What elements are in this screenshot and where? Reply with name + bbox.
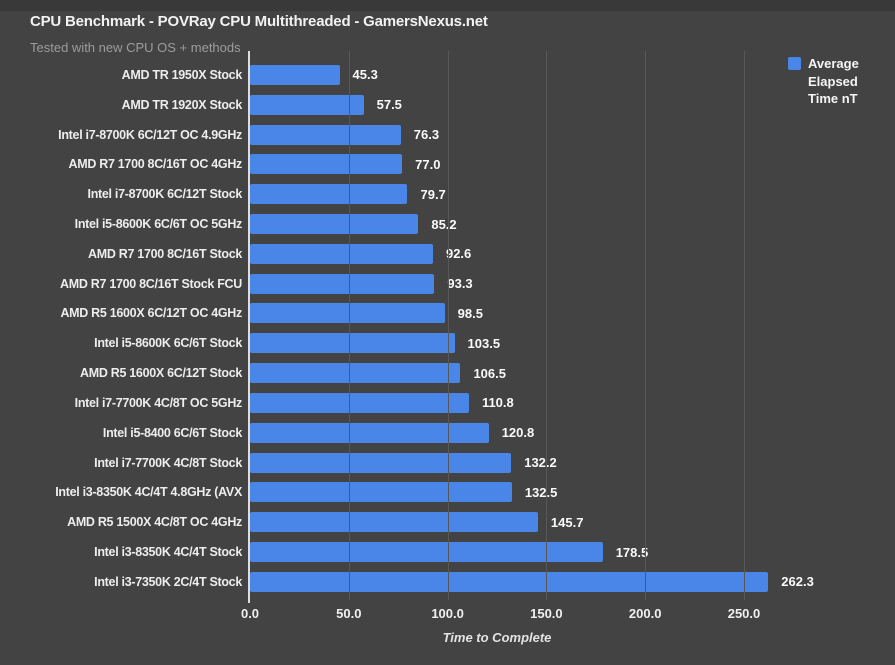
legend-swatch (788, 57, 801, 70)
category-label: Intel i3-8350K 4C/4T Stock (94, 545, 242, 560)
value-label: 132.2 (524, 455, 557, 471)
gridline (744, 51, 745, 600)
value-label: 178.5 (615, 544, 649, 560)
value-label: 92.6 (445, 246, 472, 262)
x-tick-label: 250.0 (727, 606, 761, 621)
bar-row: Intel i5-8600K 6C/6T Stock 103.5 (0, 328, 895, 358)
bar-row: Intel i3-8350K 4C/4T Stock 178.5 (0, 537, 895, 567)
bar-row: AMD R7 1700 8C/16T Stock 92.6 (0, 239, 895, 269)
category-label: AMD R7 1700 8C/16T Stock FCU (60, 276, 242, 291)
category-label: Intel i7-8700K 6C/12T Stock (87, 187, 243, 202)
category-label: AMD R7 1700 8C/16T OC 4GHz (68, 157, 242, 172)
bar (250, 94, 364, 115)
bar-row: Intel i5-8600K 6C/6T OC 5GHz 85.2 (0, 209, 895, 239)
bar (250, 392, 469, 413)
bar (250, 214, 419, 234)
x-tick-label: 150.0 (530, 606, 563, 621)
bar-row: Intel i3-7350K 2C/4T Stock 262.3 (0, 567, 895, 597)
chart-subtitle: Tested with new CPU OS + methods (30, 40, 241, 55)
value-label: 85.2 (431, 216, 457, 232)
bar (250, 542, 603, 563)
value-label: 76.3 (413, 127, 440, 143)
value-label: 77.0 (415, 156, 441, 172)
gridline (348, 51, 350, 600)
value-label: 57.5 (376, 97, 402, 113)
category-label: Intel i5-8400 6C/6T Stock (102, 425, 242, 440)
bar (250, 512, 538, 533)
bar (250, 452, 512, 473)
bar (250, 482, 512, 503)
value-label: 79.7 (420, 186, 446, 202)
bar (250, 303, 445, 324)
gridline (645, 51, 647, 600)
bar (250, 243, 433, 264)
bar (250, 273, 435, 294)
value-label: 132.5 (524, 484, 558, 500)
legend: Average Elapsed Time nT (788, 55, 876, 108)
value-label: 103.5 (467, 335, 501, 351)
chart-title: CPU Benchmark - POVRay CPU Multithreaded… (30, 13, 488, 30)
category-label: Intel i3-7350K 2C/4T Stock (94, 574, 242, 589)
category-label: AMD TR 1920X Stock (121, 97, 243, 112)
x-axis-title: Time to Complete (442, 630, 552, 645)
category-label: AMD R5 1500X 4C/8T OC 4GHz (67, 515, 242, 530)
category-label: Intel i7-7700K 4C/8T Stock (94, 455, 242, 470)
value-label: 106.5 (473, 365, 506, 381)
bar-row: Intel i5-8400 6C/6T Stock 120.8 (0, 418, 895, 448)
bar (250, 422, 489, 443)
category-label: Intel i7-8700K 6C/12T OC 4.9GHz (58, 127, 242, 142)
window-top-strip (0, 0, 895, 11)
value-label: 145.7 (550, 514, 584, 530)
value-label: 45.3 (352, 67, 378, 83)
legend-label: Average Elapsed Time nT (808, 56, 859, 106)
gridline (447, 51, 449, 600)
category-label: Intel i7-7700K 4C/8T OC 5GHz (74, 395, 243, 410)
bar-row: AMD TR 1950X Stock 45.3 (0, 60, 895, 90)
y-axis-line (248, 51, 250, 603)
bar-row: AMD R7 1700 8C/16T OC 4GHz 77.0 (0, 149, 895, 179)
bar-row: Intel i7-7700K 4C/8T Stock 132.2 (0, 448, 895, 478)
value-label: 98.5 (457, 305, 483, 321)
category-label: AMD R7 1700 8C/16T Stock (88, 246, 242, 261)
bar-row: Intel i7-7700K 4C/8T OC 5GHz 110.8 (0, 388, 895, 418)
x-tick-label: 50.0 (336, 606, 362, 621)
value-label: 120.8 (501, 425, 535, 441)
category-label: AMD R5 1600X 6C/12T OC 4GHz (60, 306, 242, 321)
bar-row: Intel i3-8350K 4C/4T 4.8GHz (AVX 132.5 (0, 477, 895, 507)
bar (250, 124, 401, 145)
gridline (546, 51, 548, 600)
bar-row: AMD TR 1920X Stock 57.5 (0, 90, 895, 120)
value-label: 262.3 (781, 574, 814, 590)
x-tick-label: 100.0 (431, 606, 464, 621)
bar (250, 571, 769, 592)
category-label: Intel i5-8600K 6C/6T OC 5GHz (74, 217, 243, 231)
bar-row: Intel i7-8700K 6C/12T Stock 79.7 (0, 179, 895, 209)
value-label: 93.3 (447, 276, 473, 292)
value-label: 110.8 (481, 395, 514, 411)
bar-row: Intel i7-8700K 6C/12T OC 4.9GHz 76.3 (0, 120, 895, 150)
bar-row: AMD R5 1600X 6C/12T Stock 106.5 (0, 358, 895, 388)
bar (250, 64, 340, 85)
category-label: AMD R5 1600X 6C/12T Stock (79, 366, 242, 381)
x-tick-label: 0.0 (240, 606, 260, 621)
bar-row: AMD R5 1600X 6C/12T OC 4GHz 98.5 (0, 299, 895, 329)
bar (250, 154, 403, 175)
bar-row: AMD R7 1700 8C/16T Stock FCU 93.3 (0, 269, 895, 299)
category-label: AMD TR 1950X Stock (121, 67, 243, 82)
bar (250, 363, 461, 384)
bar (250, 184, 408, 205)
bar-row: AMD R5 1500X 4C/8T OC 4GHz 145.7 (0, 507, 895, 537)
category-label: Intel i5-8600K 6C/6T Stock (94, 336, 242, 351)
category-label: Intel i3-8350K 4C/4T 4.8GHz (AVX (55, 485, 242, 500)
x-tick-label: 200.0 (628, 606, 662, 621)
bar (250, 333, 455, 354)
